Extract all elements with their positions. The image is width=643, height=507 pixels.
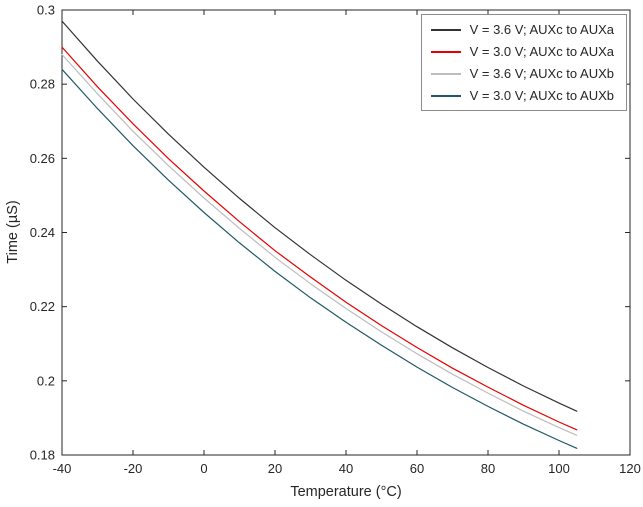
legend-line-sample [430, 94, 461, 97]
series-line-3 [61, 68, 578, 449]
x-tick-label: 80 [481, 461, 495, 476]
x-tick-label: 100 [548, 461, 570, 476]
y-tick-label: 0.18 [30, 448, 55, 463]
y-tick-label: 0.28 [30, 77, 55, 92]
x-tick-label: -40 [53, 461, 72, 476]
x-tick-label: -20 [124, 461, 143, 476]
y-axis-label: Time (µS) [5, 200, 21, 263]
legend-item-3: V = 3.0 V; AUXc to AUXb [430, 88, 614, 103]
y-tick-label: 0.3 [37, 3, 55, 18]
y-tick-label: 0.22 [30, 299, 55, 314]
y-tick-label: 0.24 [30, 225, 55, 240]
legend-item-2: V = 3.6 V; AUXc to AUXb [430, 66, 614, 81]
y-tick-label: 0.26 [30, 151, 55, 166]
legend: V = 3.6 V; AUXc to AUXa V = 3.0 V; AUXc t… [420, 14, 627, 111]
legend-line-sample [430, 72, 461, 75]
legend-label: V = 3.6 V; AUXc to AUXa [469, 22, 614, 37]
x-tick-label: 20 [268, 461, 282, 476]
series-line-0 [61, 20, 578, 412]
x-tick-label: 120 [619, 461, 641, 476]
legend-line-sample [430, 28, 461, 31]
series-line-2 [61, 53, 578, 436]
x-axis-label: Temperature (°C) [290, 484, 401, 500]
x-tick-label: 60 [410, 461, 424, 476]
legend-item-1: V = 3.0 V; AUXc to AUXa [430, 44, 614, 59]
legend-line-sample [430, 50, 461, 53]
x-tick-label: 0 [200, 461, 207, 476]
legend-label: V = 3.0 V; AUXc to AUXa [469, 44, 614, 59]
legend-label: V = 3.0 V; AUXc to AUXb [469, 88, 614, 103]
plot-area: -40 -20 0 20 40 60 80 100 120 0.18 0.2 0.22 0.24 0.26… [30, 3, 641, 477]
y-tick-label: 0.2 [37, 373, 55, 388]
x-tick-label: 40 [339, 461, 353, 476]
legend-item-0: V = 3.6 V; AUXc to AUXa [430, 22, 614, 37]
legend-label: V = 3.6 V; AUXc to AUXb [469, 66, 614, 81]
series-line-1 [61, 46, 578, 431]
